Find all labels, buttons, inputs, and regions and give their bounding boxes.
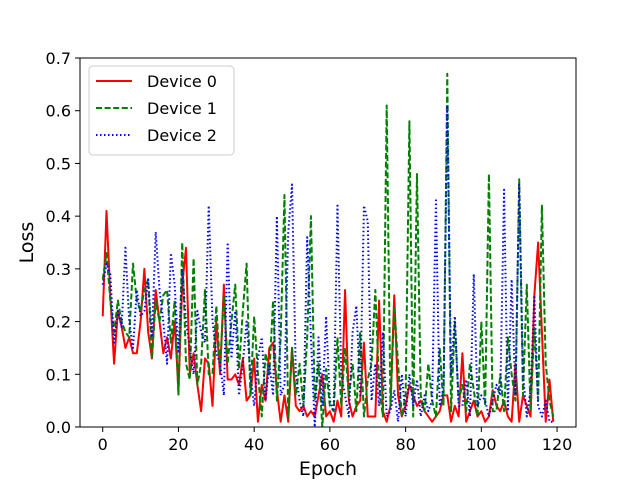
y-axis: 0.0 0.1 0.2 0.3 0.4 0.5 0.6 0.7	[46, 49, 80, 437]
x-tick-label: 0	[98, 435, 108, 454]
legend-box	[88, 65, 235, 156]
x-tick-label: 60	[320, 435, 340, 454]
legend-label: Device 1	[147, 99, 217, 118]
x-tick-label: 120	[542, 435, 573, 454]
x-axis-title: Epoch	[299, 458, 357, 480]
series-line-device-2	[101, 104, 554, 427]
x-tick-label: 100	[466, 435, 497, 454]
y-tick-label: 0.4	[46, 207, 71, 226]
y-tick-label: 0.7	[46, 49, 71, 68]
y-axis-title: Loss	[16, 222, 38, 264]
y-tick-label: 0.1	[46, 365, 71, 384]
y-tick-label: 0.5	[46, 154, 71, 173]
plot-frame	[79, 57, 577, 428]
legend: Device 0 Device 1 Device 2	[88, 65, 235, 156]
y-tick-label: 0.6	[46, 102, 71, 121]
y-tick-label: 0.3	[46, 260, 71, 279]
x-tick-label: 80	[395, 435, 415, 454]
y-tick-label: 0.2	[46, 313, 71, 332]
x-tick-label: 40	[244, 435, 264, 454]
y-tick-label: 0.0	[46, 418, 71, 437]
series-layer	[101, 72, 555, 427]
x-axis: 0 20 40 60 80 100 120	[98, 427, 573, 454]
x-tick-label: 20	[168, 435, 188, 454]
legend-label: Device 2	[147, 126, 217, 145]
legend-label: Device 0	[147, 72, 217, 91]
series-line-device-1	[101, 72, 555, 427]
